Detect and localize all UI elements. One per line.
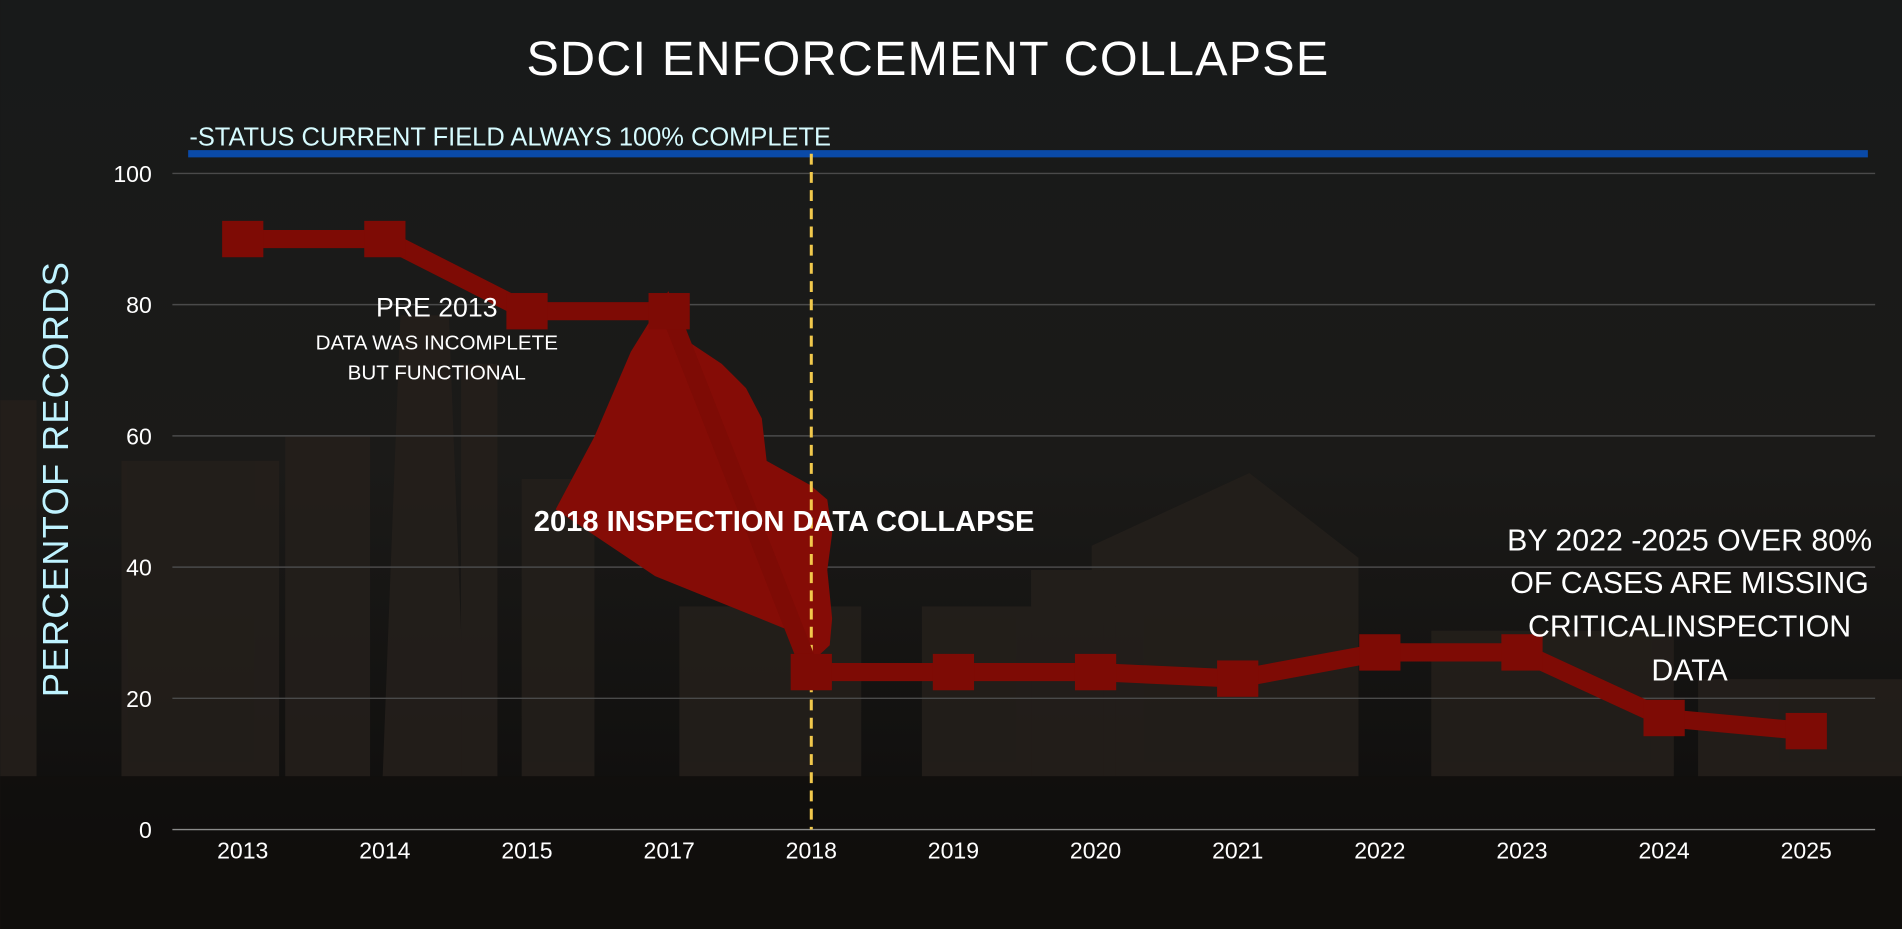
reference-line-label: -STATUS CURRENT FIELD ALWAYS 100% COMPLE… bbox=[189, 124, 831, 152]
x-tick-label: 2021 bbox=[1212, 838, 1263, 864]
data-point-2020 bbox=[1074, 653, 1117, 691]
data-point-2022 bbox=[1359, 634, 1401, 671]
grid bbox=[172, 172, 1876, 831]
data-point-2017 bbox=[648, 293, 690, 330]
data-point-2014 bbox=[364, 220, 406, 258]
x-tick-label: 2017 bbox=[644, 838, 695, 864]
y-tick-label: 60 bbox=[126, 423, 152, 449]
annotation-2022-2025: BY 2022 -2025 OVER 80% OF CASES ARE MISS… bbox=[1507, 525, 1872, 688]
x-tick-label: 2018 bbox=[786, 838, 837, 864]
data-point-2023 bbox=[1501, 634, 1543, 671]
y-axis: 0 20 40 60 80 100 bbox=[113, 161, 151, 843]
x-tick-label: 2013 bbox=[217, 838, 268, 864]
y-tick-label: 0 bbox=[139, 817, 152, 843]
annotation-line: CRITICALINSPECTION bbox=[1528, 611, 1851, 644]
y-tick-label: 40 bbox=[126, 555, 152, 581]
y-tick-label: 80 bbox=[126, 292, 152, 318]
x-tick-label: 2024 bbox=[1638, 838, 1689, 864]
annotation-line: DATA bbox=[1651, 654, 1728, 687]
x-axis: 2013 2014 2015 2017 2018 2019 2020 2021 2022 2023… bbox=[217, 838, 1832, 864]
y-tick-label: 20 bbox=[126, 686, 152, 712]
x-tick-label: 2015 bbox=[501, 838, 552, 864]
chart-title: SDCI ENFORCEMENT COLLAPSE bbox=[527, 32, 1330, 86]
x-tick-label: 2023 bbox=[1496, 838, 1547, 864]
data-point-2021 bbox=[1217, 660, 1259, 697]
data-point-2018 bbox=[790, 653, 832, 691]
x-tick-label: 2020 bbox=[1070, 838, 1121, 864]
annotation-line: PRE 2013 bbox=[376, 293, 498, 323]
y-axis-label: PERCENTOF RECORDS bbox=[35, 261, 76, 697]
data-point-2019 bbox=[932, 653, 975, 691]
data-point-2024 bbox=[1643, 699, 1685, 737]
series-line bbox=[242, 229, 1808, 741]
annotation-line: OF CASES ARE MISSING bbox=[1510, 567, 1869, 600]
data-point-2013 bbox=[222, 220, 264, 258]
series-markers bbox=[222, 220, 1827, 750]
x-tick-label: 2025 bbox=[1781, 838, 1832, 864]
x-tick-label: 2014 bbox=[359, 838, 410, 864]
data-point-2015 bbox=[506, 293, 548, 330]
annotation-line: DATA WAS INCOMPLETE bbox=[316, 331, 558, 354]
y-tick-label: 100 bbox=[113, 161, 151, 187]
annotation-pre-2013: PRE 2013 DATA WAS INCOMPLETE BUT FUNCTIO… bbox=[316, 293, 558, 385]
data-point-2025 bbox=[1785, 712, 1827, 750]
annotation-line: BY 2022 -2025 OVER 80% bbox=[1507, 525, 1872, 558]
x-tick-label: 2019 bbox=[928, 838, 979, 864]
annotation-collapse: 2018 INSPECTION DATA COLLAPSE bbox=[534, 506, 1035, 538]
annotation-line: BUT FUNCTIONAL bbox=[348, 362, 526, 385]
x-tick-label: 2022 bbox=[1354, 838, 1405, 864]
